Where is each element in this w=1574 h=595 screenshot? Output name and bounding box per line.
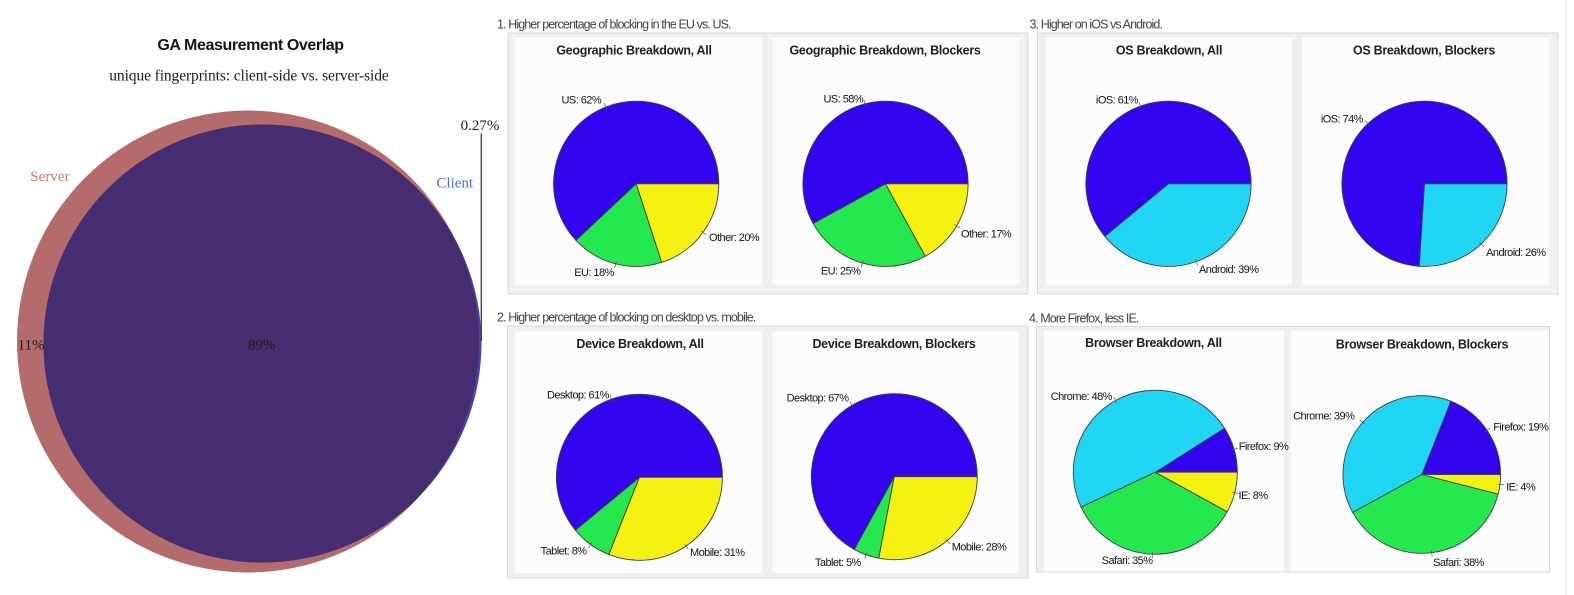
svg-text:Firefox: 19%: Firefox: 19% [1493,421,1549,433]
svg-text:EU: 18%: EU: 18% [574,267,614,279]
svg-text:Chrome: 39%: Chrome: 39% [1293,411,1355,423]
svg-text:Browser Breakdown, Blockers: Browser Breakdown, Blockers [1336,338,1509,352]
svg-text:US: 58%: US: 58% [824,94,864,106]
svg-text:OS Breakdown, All: OS Breakdown, All [1116,43,1222,57]
svg-text:Tablet: 8%: Tablet: 8% [541,546,588,558]
svg-text:11%: 11% [18,338,45,354]
svg-text:IE: 4%: IE: 4% [1506,481,1536,493]
svg-text:Chrome: 48%: Chrome: 48% [1051,391,1113,403]
svg-text:Android: 39%: Android: 39% [1199,264,1259,276]
svg-text:Server: Server [30,169,69,185]
svg-text:Client: Client [436,176,473,192]
svg-text:Device Breakdown, All: Device Breakdown, All [576,337,703,351]
svg-text:2. Higher percentage of blocki: 2. Higher percentage of blocking on desk… [497,311,756,325]
svg-text:Browser Breakdown, All: Browser Breakdown, All [1085,336,1222,350]
svg-text:Safari: 38%: Safari: 38% [1433,557,1485,569]
svg-text:OS Breakdown, Blockers: OS Breakdown, Blockers [1353,43,1495,57]
svg-text:IE: 8%: IE: 8% [1239,490,1269,502]
svg-text:Mobile: 31%: Mobile: 31% [690,547,745,559]
svg-text:3. Higher on iOS vs Android.: 3. Higher on iOS vs Android. [1030,18,1163,32]
svg-text:Geographic Breakdown, All: Geographic Breakdown, All [556,43,711,57]
svg-text:iOS: 74%: iOS: 74% [1321,114,1364,126]
svg-text:4. More Firefox, less IE.: 4. More Firefox, less IE. [1029,312,1139,326]
svg-text:Device Breakdown, Blockers: Device Breakdown, Blockers [812,337,975,351]
svg-text:Other: 17%: Other: 17% [961,229,1012,241]
svg-text:Tablet: 5%: Tablet: 5% [815,557,862,569]
svg-text:0.27%: 0.27% [461,118,500,134]
svg-text:unique fingerprints: client-si: unique fingerprints: client-side vs. ser… [109,68,389,85]
svg-text:89%: 89% [248,338,276,354]
svg-text:Other: 20%: Other: 20% [709,232,760,244]
svg-text:iOS: 61%: iOS: 61% [1096,95,1139,107]
svg-text:Mobile: 28%: Mobile: 28% [952,542,1007,554]
svg-text:Firefox: 9%: Firefox: 9% [1239,441,1289,453]
svg-text:Safari: 35%: Safari: 35% [1102,555,1154,567]
svg-text:Geographic Breakdown, Blockers: Geographic Breakdown, Blockers [789,43,980,57]
svg-text:1. Higher percentage of blocki: 1. Higher percentage of blocking in the … [497,18,731,32]
svg-text:Desktop: 67%: Desktop: 67% [787,393,850,405]
svg-text:Android: 26%: Android: 26% [1486,247,1546,259]
svg-text:Desktop: 61%: Desktop: 61% [547,390,610,402]
svg-text:EU: 25%: EU: 25% [821,266,861,278]
svg-text:GA Measurement Overlap: GA Measurement Overlap [157,37,344,54]
svg-text:US: 62%: US: 62% [562,94,602,106]
